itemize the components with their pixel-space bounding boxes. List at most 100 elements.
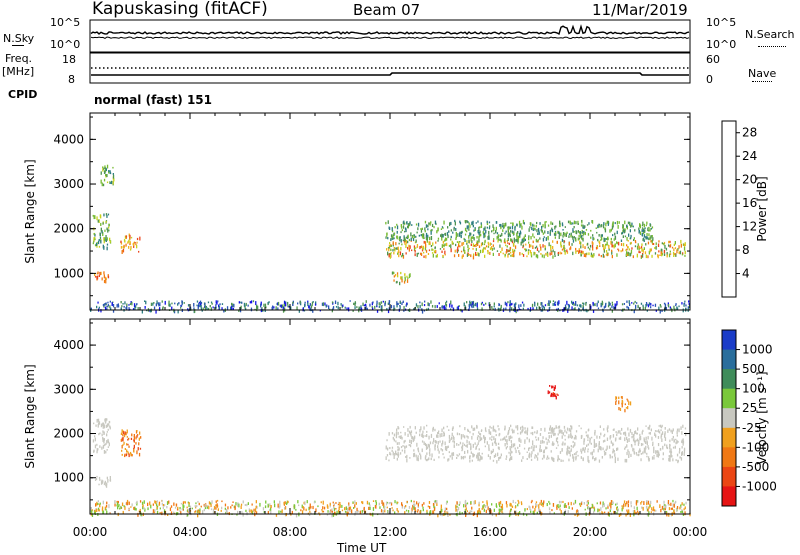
echo-cell — [457, 305, 459, 308]
echo-cell — [331, 508, 333, 512]
echo-cell — [524, 248, 526, 251]
echo-cell — [525, 249, 528, 251]
echo-cell — [557, 458, 559, 462]
echo-cell — [407, 223, 410, 227]
echo-cell — [588, 222, 590, 225]
echo-cell — [420, 426, 422, 431]
echo-cell — [626, 436, 628, 440]
echo-cell — [508, 438, 510, 441]
echo-cell — [461, 512, 463, 514]
echo-cell — [585, 434, 588, 437]
echo-cell — [555, 425, 557, 429]
echo-cell — [558, 425, 561, 429]
echo-cell — [470, 232, 472, 236]
echo-cell — [564, 434, 566, 437]
colorbar-segment — [722, 388, 736, 409]
echo-cell — [463, 248, 465, 252]
colorbar-tick-label: 500 — [742, 362, 765, 376]
echo-cell — [467, 253, 469, 256]
freq-axis-bottom: 8 — [68, 73, 75, 86]
echo-cell — [469, 431, 471, 434]
echo-cell — [549, 511, 551, 514]
echo-cell — [104, 418, 106, 422]
echo-cell — [453, 436, 455, 441]
echo-cell — [561, 248, 564, 251]
echo-cell — [569, 454, 571, 457]
echo-cell — [480, 242, 483, 247]
echo-cell — [528, 249, 530, 252]
echo-cell — [423, 240, 425, 244]
echo-cell — [474, 303, 476, 306]
echo-cell — [576, 250, 578, 252]
echo-cell — [409, 245, 411, 249]
echo-cell — [539, 222, 541, 225]
echo-cell — [122, 510, 124, 515]
echo-cell — [594, 429, 596, 434]
echo-cell — [555, 437, 558, 442]
echo-cell — [650, 235, 652, 239]
echo-cell — [181, 303, 183, 306]
echo-cell — [476, 444, 478, 447]
echo-cell — [491, 503, 493, 506]
echo-cell — [104, 237, 106, 242]
echo-cell — [124, 240, 126, 243]
echo-cell — [513, 238, 516, 243]
echo-cell — [634, 431, 636, 434]
echo-cell — [553, 458, 555, 462]
echo-cell — [397, 451, 399, 455]
echo-cell — [683, 449, 686, 453]
echo-cell — [521, 502, 523, 506]
echo-cell — [444, 243, 446, 246]
echo-cell — [106, 418, 108, 421]
echo-cell — [273, 306, 275, 309]
x-tick-label: 00:00 — [73, 525, 108, 539]
echo-cell — [516, 233, 518, 236]
echo-cell — [483, 303, 485, 306]
echo-cell — [464, 509, 466, 513]
echo-cell — [557, 433, 559, 436]
nsearch-axis-bottom: 10^0 — [706, 38, 737, 51]
echo-cell — [442, 227, 444, 229]
echo-cell — [537, 232, 539, 235]
echo-cell — [567, 436, 570, 439]
echo-cell — [459, 220, 461, 223]
echo-cell — [638, 440, 640, 444]
echo-cell — [310, 506, 312, 509]
echo-cell — [107, 304, 109, 307]
echo-cell — [474, 500, 476, 505]
echo-cell — [100, 239, 102, 244]
echo-cell — [485, 302, 487, 305]
echo-cell — [557, 307, 559, 311]
echo-cell — [456, 506, 458, 508]
echo-cell — [580, 456, 582, 459]
echo-cell — [473, 229, 475, 232]
echo-cell — [440, 234, 442, 237]
echo-cell — [181, 300, 183, 304]
echo-cell — [536, 457, 539, 461]
echo-cell — [626, 248, 628, 251]
echo-cell — [403, 237, 406, 241]
echo-cell — [682, 243, 685, 246]
echo-cell — [657, 450, 659, 454]
echo-cell — [640, 246, 643, 249]
echo-cell — [507, 253, 509, 258]
echo-cell — [460, 434, 463, 438]
echo-cell — [491, 230, 493, 233]
freq-label: Freq. — [5, 52, 33, 65]
nsearch-label: N.Search — [745, 28, 795, 41]
echo-cell — [403, 220, 405, 224]
echo-cell — [639, 224, 641, 229]
echo-cell — [621, 231, 624, 235]
echo-cell — [96, 418, 99, 421]
echo-cell — [634, 509, 636, 514]
echo-cell — [549, 230, 551, 234]
echo-cell — [562, 229, 564, 231]
echo-cell — [517, 499, 519, 502]
echo-cell — [356, 511, 358, 514]
echo-cell — [508, 232, 510, 237]
echo-cell — [234, 506, 236, 511]
echo-cell — [587, 429, 589, 432]
echo-cell — [152, 512, 154, 515]
echo-cell — [469, 232, 471, 237]
echo-cell — [459, 501, 461, 505]
